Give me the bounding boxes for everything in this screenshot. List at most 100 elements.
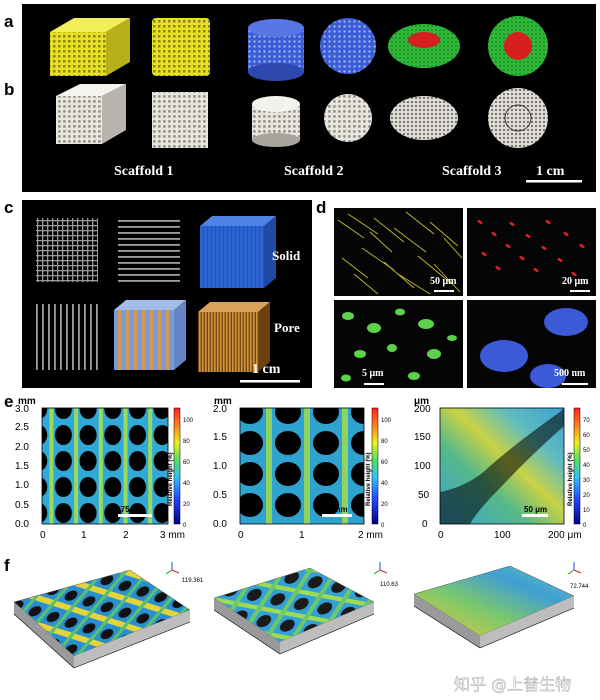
e2-cbar-tick: 0 [381,523,385,529]
e3-ytick: 0 [422,519,428,530]
e1-xtick: 3 mm [160,530,185,541]
e1-cbar-tick: 20 [183,502,190,508]
scaffold1-yellow-3d [50,18,130,76]
e2-xtick: 2 mm [358,530,383,541]
e1-ytick: 0.0 [15,519,29,530]
e3-cbar-tick: 20 [583,493,590,499]
e1-ytick: 3.0 [15,404,29,415]
e3-ytick: 50 [418,490,430,501]
e3-cbar-tick: 10 [583,508,590,514]
e1-xtick: 0 [40,530,46,541]
e1-yticks: 0.0 0.5 1.0 1.5 2.0 2.5 3.0 [15,404,29,530]
e2-cbar-tick: 80 [381,439,388,445]
e1-ytick: 0.5 [15,500,29,511]
e1-cbar-tick: 60 [183,460,190,466]
scaffold-label-1: Scaffold 1 [114,164,174,179]
height-map-3: 50 μm μm 0 50 100 150 200 0 100 200 μm 0… [414,396,590,541]
e2-xtick: 1 [299,530,305,541]
e3-ytick: 150 [414,432,431,443]
ct-mixed-cube [114,300,186,370]
e3-unit: μm [414,396,429,407]
e2-cbar-label: Relative height (%) [366,452,372,506]
e1-cbar-label: Relative height (%) [168,452,174,506]
surface-1-max: 119.361 [182,578,204,584]
scaffold2-photo-3d [252,96,300,147]
surface-3d-1: 119.361 [13,562,204,669]
scaffold2-photo-top [324,94,372,142]
scale-bar-d4: 500 nm [554,368,586,379]
surface-3d-3: 72.744 [413,562,589,649]
e3-cbar-tick: 50 [583,448,590,454]
panel-label-c: c [4,198,14,217]
height-map-2: 0.5 mm mm 0.0 0.5 1.0 1.5 2.0 0 1 2 mm 0… [213,396,392,541]
panel-d-microscopy: 50 μm 20 μm 5 μm 500 nm [334,208,596,388]
e1-ytick: 1.0 [15,480,29,491]
micro-yellow-fibers [334,208,463,296]
scaffold3-photo-core [504,104,532,132]
watermark: 知乎 @上普生物 [454,675,571,694]
e3-ytick: 100 [414,461,431,472]
ct-slice-lines [118,218,180,282]
e1-cbar-tick: 100 [183,418,194,424]
scale-bar-d1: 50 μm [430,276,457,287]
e1-unit: mm [18,396,36,407]
panel-ab-scaffolds: Scaffold 1 Scaffold 2 Scaffold 3 1 cm [22,4,596,192]
e2-ytick: 0.0 [213,519,227,530]
surface-3-max: 72.744 [570,584,589,590]
colorbar-e2 [371,407,379,525]
e3-cbar-tick: 60 [583,433,590,439]
ct-slice-grid [36,218,98,282]
height-map-1: 0.75 mm mm 0.0 0.5 1.0 1.5 2.0 2.5 3.0 0… [15,396,194,541]
e1-ytick: 2.5 [15,422,29,433]
scaffold2-blue-3d [248,19,304,81]
panel-f-3d-surfaces: 119.361 110.63 72.744 知乎 @上普生物 [13,562,589,694]
label-pore: Pore [274,320,300,335]
e1-cbar-tick: 0 [183,523,187,529]
scale-bar-c-label: 1 cm [252,362,281,377]
scale-bar-e1: 0.75 mm [114,505,146,514]
e2-ytick: 0.5 [213,490,227,501]
surface-3d-2: 110.63 [213,562,399,655]
e2-cbar-tick: 100 [381,418,392,424]
scale-bar-c [240,380,300,383]
e3-cbar-tick: 40 [583,463,590,469]
scaffold-label-2: Scaffold 2 [284,164,344,179]
micro-red-fibers [467,208,596,296]
e2-cbar-tick: 60 [381,460,388,466]
scaffold3-green-3d [388,24,460,68]
e1-xtick: 1 [81,530,87,541]
e1-cbar-tick: 80 [183,439,190,445]
panel-label-e: e [4,392,14,411]
colorbar-e1 [173,407,181,525]
label-solid: Solid [272,248,301,263]
e1-xticks: 0 1 2 3 mm [40,530,185,541]
e2-ytick: 1.0 [213,461,227,472]
scale-bar-a-label: 1 cm [536,164,565,179]
ct-pore-cube [198,302,270,372]
e2-cbar-tick: 40 [381,481,388,487]
panel-label-d: d [316,198,327,217]
scaffold1-photo-top [152,92,208,148]
e2-xtick: 0 [238,530,244,541]
e1-ytick: 1.5 [15,461,29,472]
e3-ytick: 200 [414,404,431,415]
scale-bar-a [526,180,582,183]
panel-c-microct: Solid Pore 1 cm [22,200,312,388]
e3-xtick: 100 [494,530,511,541]
scaffold3-red-core [504,32,532,60]
panel-label-f: f [4,556,10,575]
e2-ytick: 1.5 [213,432,227,443]
scaffold-label-3: Scaffold 3 [442,164,502,179]
scale-bar-d3: 5 μm [362,368,384,379]
e3-cbar-tick: 0 [583,523,587,529]
e1-ytick: 2.0 [15,442,29,453]
panel-e-height-maps: 0.75 mm mm 0.0 0.5 1.0 1.5 2.0 2.5 3.0 0… [15,396,590,541]
scale-bar-e2: 0.5 mm [320,505,348,514]
scaffold1-photo-3d [56,84,126,144]
scaffold3-photo-3d [390,96,458,140]
scale-bar-d2: 20 μm [562,276,589,287]
scale-bar-e3: 50 μm [524,505,547,514]
e2-cbar-tick: 20 [381,502,388,508]
colorbar-e3 [573,407,581,525]
e3-cbar-label: Relative height (%) [568,452,574,506]
